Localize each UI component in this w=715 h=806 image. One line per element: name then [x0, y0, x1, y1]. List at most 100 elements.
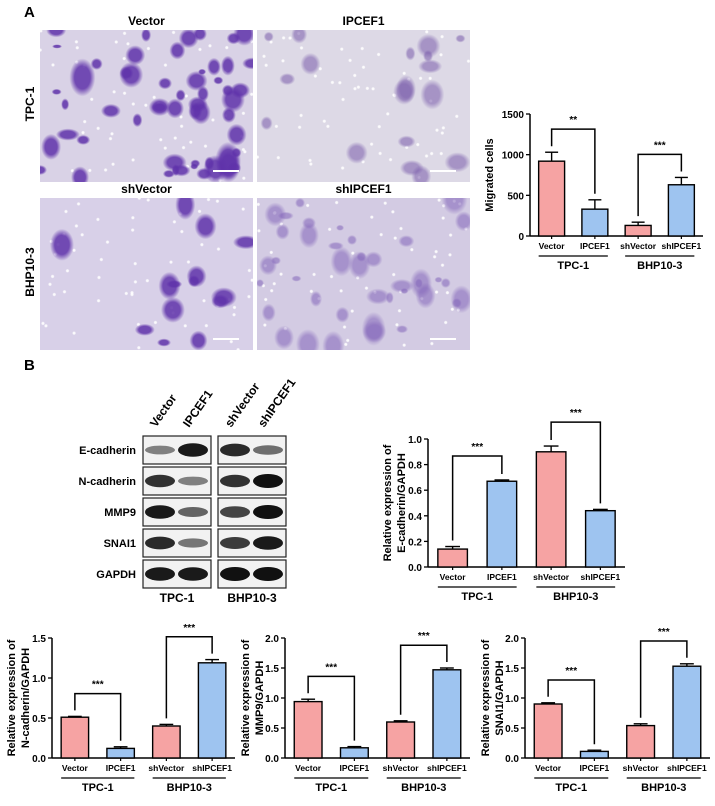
blot-band: [220, 506, 250, 518]
group-label: TPC-1: [82, 782, 114, 794]
group-label: BHP10-3: [637, 260, 682, 272]
bar-vector: [60, 716, 90, 759]
x-tick-label: shVector: [383, 763, 420, 773]
x-tick-label: shIPCEF1: [427, 763, 467, 773]
y-tick-label: 0.0: [265, 754, 279, 765]
significance-bracket: [550, 128, 596, 194]
bar-shipcef1: [584, 509, 616, 568]
micrograph-tpc1-vector: [40, 30, 253, 182]
x-tick-label: IPCEF1: [339, 763, 369, 773]
micrograph-tpc1-ipcef1: [257, 30, 470, 182]
panel-b-label: B: [24, 357, 35, 374]
bar-vector: [537, 160, 566, 237]
y-tick-label: 0.5: [265, 724, 279, 735]
image-title-ipcef1: IPCEF1: [342, 14, 385, 28]
x-tick-label: Vector: [440, 572, 467, 582]
y-axis-label: N-cadherin/GAPDH: [20, 648, 32, 748]
significance-marker: ***: [92, 680, 104, 691]
significance-bracket: [399, 644, 448, 715]
scale-bar: [213, 338, 239, 340]
blot-band: [145, 445, 175, 455]
bar-shipcef1: [672, 665, 702, 759]
bar-vector: [533, 703, 563, 759]
y-tick-label: 1.0: [265, 694, 279, 705]
blot-band: [253, 567, 283, 581]
bar-shvector: [624, 224, 652, 237]
significance-bracket: [639, 640, 688, 718]
bar-shipcef1: [197, 662, 227, 759]
significance-marker: ***: [183, 623, 195, 634]
y-tick-label: 0.0: [32, 754, 46, 765]
x-tick-label: shVector: [533, 572, 570, 582]
y-tick-label: 1500: [502, 110, 525, 121]
blot-protein-label: MMP9: [104, 507, 136, 519]
significance-marker: ***: [565, 666, 577, 677]
y-axis-label: Relative expression of: [480, 639, 492, 756]
y-axis-label: Relative expression of: [240, 639, 252, 756]
group-label: BHP10-3: [401, 782, 446, 794]
group-label: TPC-1: [555, 782, 587, 794]
image-title-shvector: shVector: [121, 182, 172, 196]
scale-bar: [430, 170, 456, 172]
significance-bracket: [547, 679, 596, 745]
y-tick-label: 0.5: [505, 724, 519, 735]
y-axis-label: Relative expression of: [382, 444, 394, 561]
significance-bracket: [451, 455, 503, 541]
micrograph-bhp-shipcef1: [257, 198, 470, 350]
blot-band: [253, 536, 283, 550]
y-tick-label: 1.5: [505, 664, 519, 675]
bar-shvector: [535, 451, 567, 568]
significance-marker: ***: [658, 627, 670, 638]
bar-ipcef1: [579, 750, 609, 759]
x-tick-label: Vector: [535, 763, 562, 773]
blot-band: [253, 445, 283, 455]
group-label: BHP10-3: [641, 782, 686, 794]
group-label: TPC-1: [315, 782, 347, 794]
y-tick-label: 1.0: [505, 694, 519, 705]
x-tick-label: IPCEF1: [579, 763, 609, 773]
blot-protein-label: GAPDH: [96, 569, 136, 581]
y-tick-label: 0.8: [408, 461, 422, 472]
blot-protein-label: E-cadherin: [79, 445, 136, 457]
y-tick-label: 1.0: [408, 435, 422, 446]
x-tick-label: shIPCEF1: [667, 763, 707, 773]
micrograph-bhp-shvector: [40, 198, 253, 350]
bar-shvector: [386, 721, 416, 759]
x-tick-label: shIPCEF1: [662, 241, 702, 251]
x-tick-label: shVector: [148, 763, 185, 773]
significance-marker: ***: [570, 408, 582, 419]
group-label: BHP10-3: [553, 591, 598, 603]
blot-band: [220, 474, 250, 488]
y-tick-label: 1.5: [265, 664, 279, 675]
significance-marker: ***: [654, 140, 666, 151]
y-tick-label: 0.0: [408, 563, 422, 574]
bar-shipcef1: [432, 669, 462, 759]
significance-bracket: [307, 675, 356, 741]
blot-band: [220, 567, 250, 581]
blot-protein-label: SNAI1: [104, 538, 136, 550]
y-tick-label: 0.4: [408, 512, 422, 523]
blot-band: [178, 507, 208, 517]
y-tick-label: 2.0: [505, 634, 519, 645]
y-axis-label: Relative expression of: [6, 639, 18, 756]
blot-band: [145, 567, 175, 581]
blot-band: [253, 505, 283, 519]
y-tick-label: 0.2: [408, 537, 422, 548]
x-tick-label: Vector: [62, 763, 89, 773]
blot-lane-label: IPCEF1: [180, 387, 216, 430]
blot-band: [253, 474, 283, 488]
x-tick-label: IPCEF1: [487, 572, 517, 582]
y-axis-label: E-cadherin/GAPDH: [396, 453, 408, 553]
y-tick-label: 1.5: [32, 634, 46, 645]
y-axis-label: Migrated cells: [484, 138, 496, 211]
significance-bracket: [550, 421, 602, 504]
y-axis-label: SNAI1/GAPDH: [494, 660, 506, 735]
group-label: TPC-1: [557, 260, 589, 272]
y-tick-label: 500: [507, 191, 524, 202]
x-tick-label: IPCEF1: [580, 241, 610, 251]
significance-marker: **: [569, 115, 577, 126]
blot-protein-label: N-cadherin: [79, 476, 137, 488]
blot-band: [178, 476, 208, 486]
blot-lane-label: Vector: [147, 391, 180, 429]
